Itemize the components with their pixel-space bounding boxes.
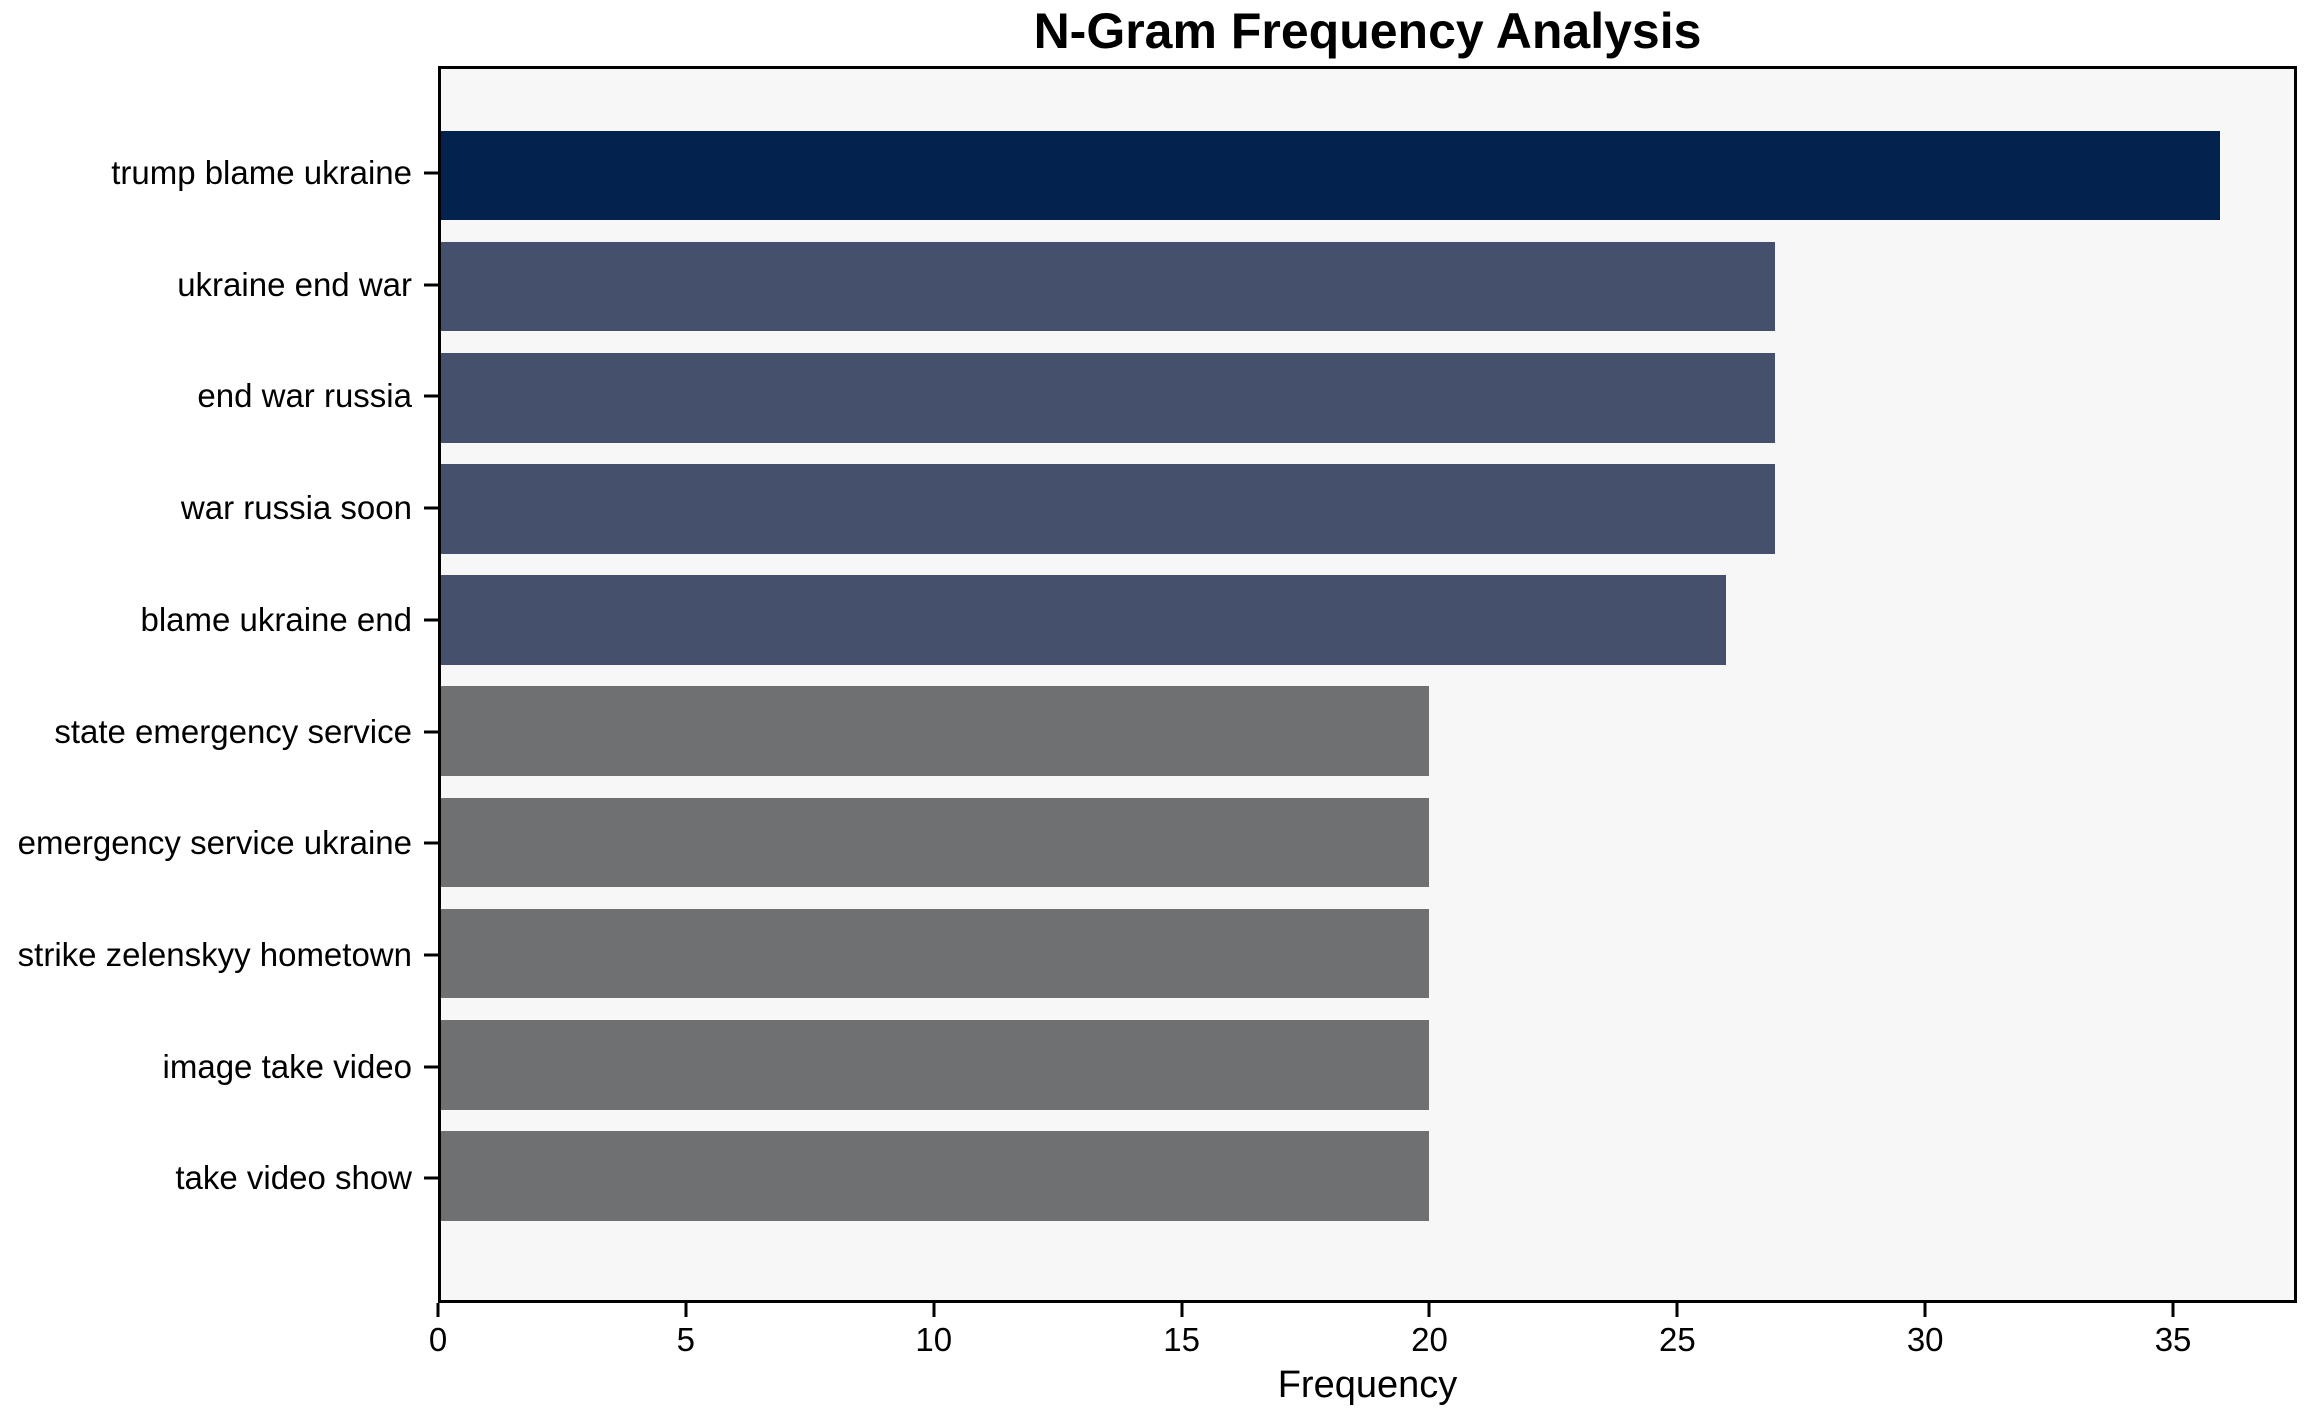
x-tick-mark — [1427, 1303, 1431, 1317]
y-tick-mark — [424, 506, 438, 510]
bar — [441, 1131, 1430, 1221]
y-tick-label: take video show — [175, 1159, 412, 1197]
y-tick-mark — [424, 841, 438, 845]
x-axis-label: Frequency — [1277, 1364, 1458, 1406]
x-tick-mark — [436, 1303, 440, 1317]
y-tick-label: strike zelenskyy hometown — [17, 935, 412, 973]
bar — [441, 797, 1430, 888]
x-tick-mark — [932, 1303, 936, 1317]
x-tick-mark — [1180, 1303, 1184, 1317]
y-tick-label: state emergency service — [54, 712, 412, 750]
x-tick-label: 25 — [1658, 1321, 1696, 1358]
bars-layer — [441, 69, 2294, 1300]
bar — [441, 464, 1776, 554]
bar — [441, 130, 2220, 221]
x-tick-mark — [684, 1303, 688, 1317]
y-tick-label: war russia soon — [180, 489, 412, 527]
bar — [441, 352, 1776, 443]
x-tick-label: 10 — [915, 1321, 953, 1358]
plot-area — [438, 66, 2297, 1303]
x-axis: 0 5 10 15 20 25 30 35 — [429, 1303, 2297, 1413]
bar — [441, 241, 1776, 332]
bar — [441, 686, 1430, 777]
x-tick-label: 15 — [1163, 1321, 1200, 1358]
x-tick-mark — [2171, 1303, 2175, 1317]
chart-title: N-Gram Frequency Analysis — [1033, 3, 1702, 59]
bar — [441, 908, 1430, 999]
y-tick-label: trump blame ukraine — [111, 154, 412, 191]
y-tick-mark — [424, 171, 438, 175]
y-tick-mark — [424, 1176, 438, 1180]
y-tick-label: image take video — [162, 1047, 412, 1085]
x-tick-mark — [1675, 1303, 1679, 1317]
y-tick-mark — [424, 618, 438, 622]
x-tick-label: 20 — [1411, 1321, 1448, 1358]
y-tick-mark — [424, 1065, 438, 1069]
x-tick-label: 0 — [428, 1321, 448, 1358]
y-tick-label: end war russia — [197, 377, 412, 415]
x-tick-label: 35 — [2154, 1321, 2192, 1358]
y-tick-mark — [424, 953, 438, 957]
y-tick-label: emergency service ukraine — [17, 824, 412, 862]
y-tick-mark — [424, 283, 438, 287]
y-tick-label: ukraine end war — [177, 265, 412, 303]
x-tick-label: 30 — [1906, 1321, 1944, 1358]
y-axis: trump blame ukraine ukraine end war end wa… — [0, 66, 438, 1303]
y-tick-label: blame ukraine end — [140, 600, 412, 638]
bar — [441, 1019, 1430, 1110]
y-tick-mark — [424, 394, 438, 398]
bar — [441, 575, 1726, 665]
x-tick-label: 5 — [676, 1321, 696, 1358]
x-tick-mark — [1923, 1303, 1927, 1317]
y-tick-mark — [424, 730, 438, 733]
